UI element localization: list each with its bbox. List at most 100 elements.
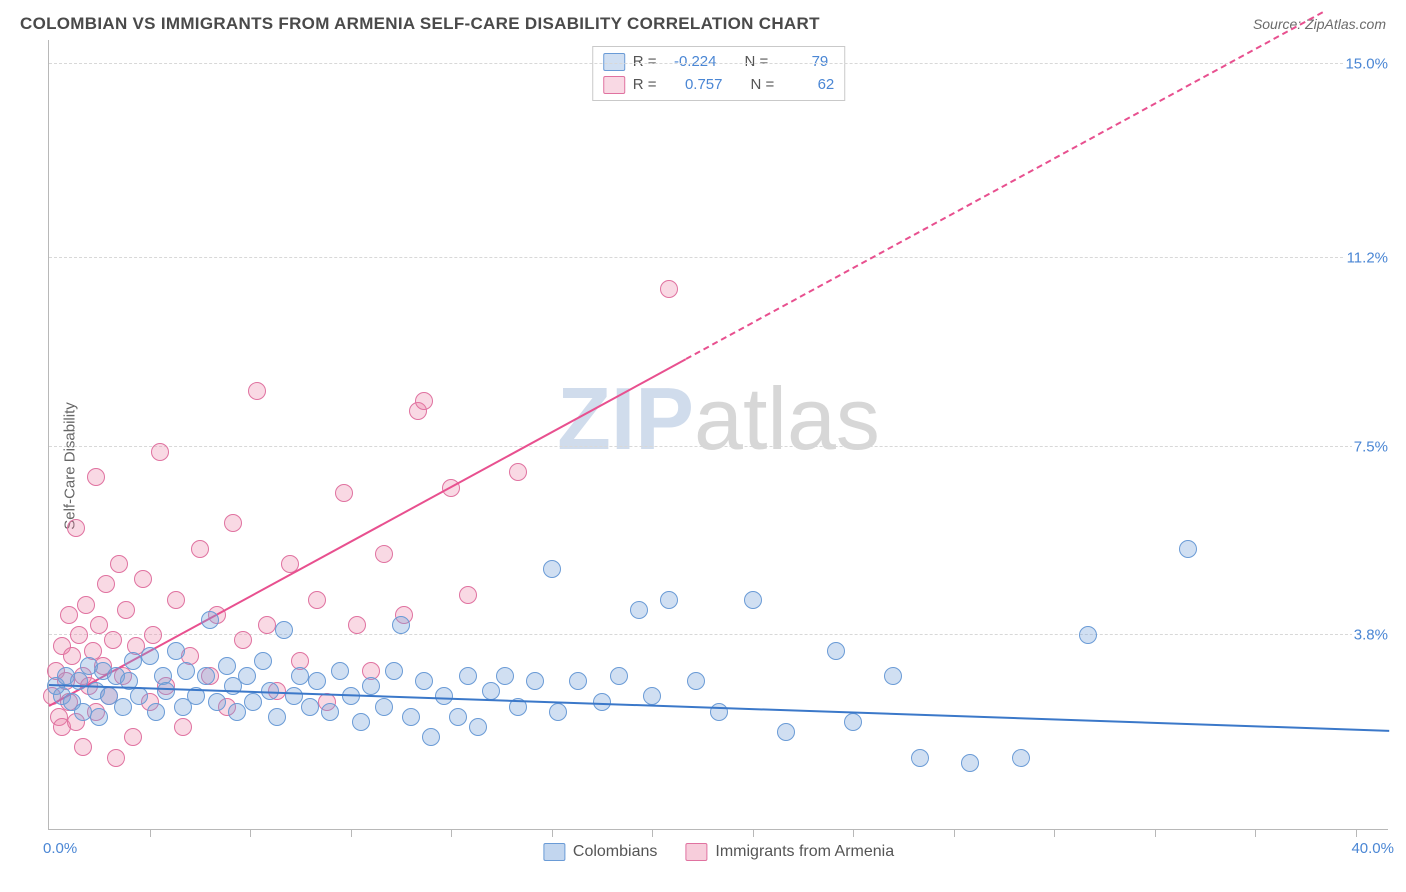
x-tick xyxy=(150,829,151,837)
scatter-point xyxy=(469,718,487,736)
scatter-point xyxy=(321,703,339,721)
scatter-point xyxy=(660,591,678,609)
stats-legend-box: R = -0.224 N = 79 R = 0.757 N = 62 xyxy=(592,46,846,101)
scatter-point xyxy=(248,382,266,400)
scatter-point xyxy=(110,555,128,573)
scatter-point xyxy=(117,601,135,619)
x-tick xyxy=(451,829,452,837)
y-axis-tick-label: 11.2% xyxy=(1345,249,1390,268)
source-attribution: Source: ZipAtlas.com xyxy=(1253,16,1386,32)
scatter-point xyxy=(385,662,403,680)
scatter-point xyxy=(630,601,648,619)
scatter-point xyxy=(70,626,88,644)
legend-label: Immigrants from Armenia xyxy=(715,843,894,861)
x-tick xyxy=(1155,829,1156,837)
scatter-point xyxy=(228,703,246,721)
chart-container: Self-Care Disability ZIPatlas R = -0.224… xyxy=(0,40,1406,892)
scatter-point xyxy=(827,642,845,660)
scatter-point xyxy=(258,616,276,634)
scatter-point xyxy=(482,682,500,700)
scatter-point xyxy=(141,647,159,665)
scatter-point xyxy=(402,708,420,726)
scatter-point xyxy=(134,570,152,588)
scatter-point xyxy=(87,468,105,486)
scatter-point xyxy=(335,484,353,502)
scatter-point xyxy=(147,703,165,721)
scatter-point xyxy=(167,642,185,660)
scatter-point xyxy=(177,662,195,680)
watermark: ZIPatlas xyxy=(557,368,880,470)
bottom-legend: ColombiansImmigrants from Armenia xyxy=(543,843,894,861)
scatter-point xyxy=(67,519,85,537)
scatter-point xyxy=(201,611,219,629)
scatter-point xyxy=(710,703,728,721)
scatter-point xyxy=(224,514,242,532)
scatter-point xyxy=(352,713,370,731)
scatter-point xyxy=(90,616,108,634)
scatter-point xyxy=(77,596,95,614)
scatter-point xyxy=(291,667,309,685)
scatter-point xyxy=(449,708,467,726)
scatter-point xyxy=(549,703,567,721)
scatter-point xyxy=(744,591,762,609)
scatter-point xyxy=(593,693,611,711)
x-tick xyxy=(250,829,251,837)
scatter-point xyxy=(254,652,272,670)
legend-swatch xyxy=(685,843,707,861)
x-tick xyxy=(652,829,653,837)
scatter-point xyxy=(375,545,393,563)
scatter-point xyxy=(104,631,122,649)
stats-row-armenia: R = 0.757 N = 62 xyxy=(603,74,835,97)
scatter-point xyxy=(275,621,293,639)
scatter-point xyxy=(526,672,544,690)
y-axis-tick-label: 15.0% xyxy=(1343,55,1390,74)
scatter-point xyxy=(174,718,192,736)
scatter-point xyxy=(362,677,380,695)
scatter-point xyxy=(114,698,132,716)
scatter-point xyxy=(130,687,148,705)
x-tick xyxy=(853,829,854,837)
scatter-point xyxy=(63,647,81,665)
scatter-point xyxy=(218,657,236,675)
scatter-point xyxy=(415,672,433,690)
scatter-point xyxy=(208,693,226,711)
scatter-point xyxy=(911,749,929,767)
scatter-point xyxy=(415,392,433,410)
x-axis-min-label: 0.0% xyxy=(43,840,77,857)
scatter-point xyxy=(610,667,628,685)
scatter-point xyxy=(234,631,252,649)
scatter-point xyxy=(197,667,215,685)
scatter-point xyxy=(301,698,319,716)
scatter-point xyxy=(1012,749,1030,767)
scatter-point xyxy=(244,693,262,711)
scatter-point xyxy=(422,728,440,746)
plot-area: ZIPatlas R = -0.224 N = 79 R = 0.757 N =… xyxy=(48,40,1388,830)
scatter-point xyxy=(308,591,326,609)
scatter-point xyxy=(74,738,92,756)
x-tick xyxy=(1054,829,1055,837)
scatter-point xyxy=(375,698,393,716)
scatter-point xyxy=(961,754,979,772)
y-axis-tick-label: 7.5% xyxy=(1352,437,1390,456)
scatter-point xyxy=(97,575,115,593)
scatter-point xyxy=(191,540,209,558)
scatter-point xyxy=(569,672,587,690)
scatter-point xyxy=(687,672,705,690)
x-tick xyxy=(1356,829,1357,837)
scatter-point xyxy=(60,606,78,624)
x-tick xyxy=(552,829,553,837)
swatch-colombians xyxy=(603,53,625,71)
scatter-point xyxy=(157,682,175,700)
scatter-point xyxy=(124,652,142,670)
scatter-point xyxy=(496,667,514,685)
gridline-h xyxy=(49,257,1388,258)
x-tick xyxy=(351,829,352,837)
scatter-point xyxy=(167,591,185,609)
scatter-point xyxy=(144,626,162,644)
scatter-point xyxy=(543,560,561,578)
x-tick xyxy=(954,829,955,837)
legend-swatch xyxy=(543,843,565,861)
y-axis-tick-label: 3.8% xyxy=(1352,626,1390,645)
swatch-armenia xyxy=(603,76,625,94)
scatter-point xyxy=(459,667,477,685)
